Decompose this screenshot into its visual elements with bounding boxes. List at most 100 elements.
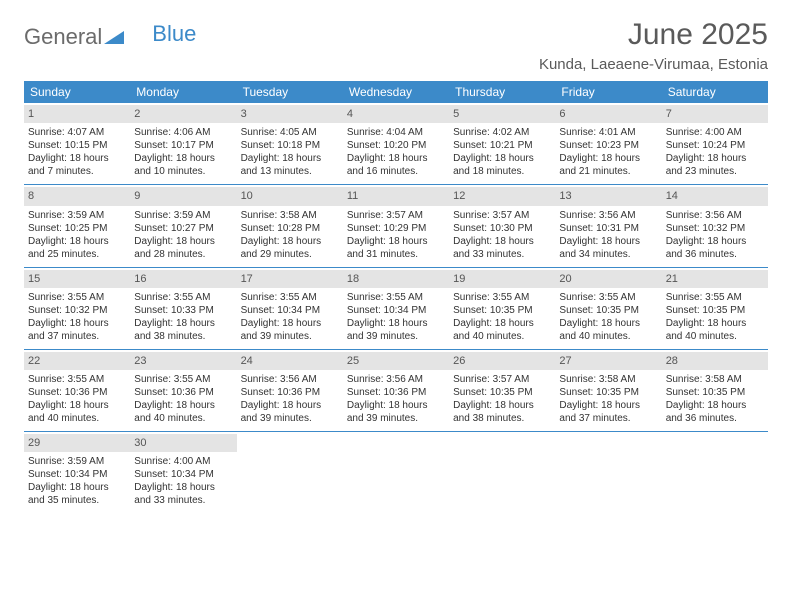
- calendar-cell: 6 Sunrise: 4:01 AMSunset: 10:23 PMDayligh…: [555, 103, 661, 185]
- calendar-cell: 1 Sunrise: 4:07 AMSunset: 10:15 PMDayligh…: [24, 103, 130, 185]
- calendar-cell: 7Sunrise: 4:00 AMSunset: 10:24 PMDayligh…: [662, 103, 768, 185]
- day-number: 16: [130, 270, 236, 288]
- day-details: Sunrise: 4:04 AMSunset: 10:20 PMDaylight…: [347, 126, 445, 178]
- day-details: Sunrise: 3:55 AMSunset: 10:34 PMDaylight…: [241, 291, 339, 343]
- day-details: Sunrise: 3:59 AMSunset: 10:27 PMDaylight…: [134, 209, 232, 261]
- calendar-cell: ..: [343, 432, 449, 514]
- weekday-header: Friday: [555, 81, 661, 103]
- day-details: Sunrise: 4:00 AMSunset: 10:24 PMDaylight…: [666, 126, 764, 178]
- calendar-cell: 4 Sunrise: 4:04 AMSunset: 10:20 PMDayligh…: [343, 103, 449, 185]
- calendar-cell: 20 Sunrise: 3:55 AMSunset: 10:35 PMDaylig…: [555, 267, 661, 349]
- calendar-cell: 14 Sunrise: 3:56 AMSunset: 10:32 PMDaylig…: [662, 185, 768, 267]
- day-details: Sunrise: 3:59 AMSunset: 10:25 PMDaylight…: [28, 209, 126, 261]
- calendar-row: 1 Sunrise: 4:07 AMSunset: 10:15 PMDayligh…: [24, 103, 768, 185]
- day-number: 10: [237, 187, 343, 205]
- calendar-cell: 22 Sunrise: 3:55 AMSunset: 10:36 PMDaylig…: [24, 349, 130, 431]
- day-details: Sunrise: 3:57 AMSunset: 10:30 PMDaylight…: [453, 209, 551, 261]
- day-number: 29: [24, 434, 130, 452]
- logo-text-1: General: [24, 24, 102, 50]
- day-details: Sunrise: 3:55 AMSunset: 10:36 PMDaylight…: [134, 373, 232, 425]
- day-number: 8: [24, 187, 130, 205]
- day-details: Sunrise: 3:59 AMSunset: 10:34 PMDaylight…: [28, 455, 126, 507]
- logo-text-2: Blue: [152, 21, 196, 47]
- calendar-cell: 16 Sunrise: 3:55 AMSunset: 10:33 PMDaylig…: [130, 267, 236, 349]
- title-block: June 2025 Kunda, Laeaene-Virumaa, Estoni…: [539, 18, 768, 73]
- calendar-cell: 3 Sunrise: 4:05 AMSunset: 10:18 PMDayligh…: [237, 103, 343, 185]
- day-details: Sunrise: 3:58 AMSunset: 10:35 PMDaylight…: [559, 373, 657, 425]
- calendar-cell: 24Sunrise: 3:56 AMSunset: 10:36 PMDaylig…: [237, 349, 343, 431]
- calendar-cell: 25 Sunrise: 3:56 AMSunset: 10:36 PMDaylig…: [343, 349, 449, 431]
- calendar-cell: ..: [662, 432, 768, 514]
- day-details: Sunrise: 3:55 AMSunset: 10:33 PMDaylight…: [134, 291, 232, 343]
- day-details: Sunrise: 3:55 AMSunset: 10:34 PMDaylight…: [347, 291, 445, 343]
- calendar-cell: 18 Sunrise: 3:55 AMSunset: 10:34 PMDaylig…: [343, 267, 449, 349]
- calendar-cell: 11 Sunrise: 3:57 AMSunset: 10:29 PMDaylig…: [343, 185, 449, 267]
- day-number: 18: [343, 270, 449, 288]
- calendar-cell: 8 Sunrise: 3:59 AMSunset: 10:25 PMDayligh…: [24, 185, 130, 267]
- day-number: 11: [343, 187, 449, 205]
- day-number: 17: [237, 270, 343, 288]
- day-details: Sunrise: 3:55 AMSunset: 10:35 PMDaylight…: [453, 291, 551, 343]
- calendar-row: 22Sunrise: 3:55 AMSunset: 10:36 PMDaylig…: [24, 349, 768, 431]
- day-details: Sunrise: 4:05 AMSunset: 10:18 PMDaylight…: [241, 126, 339, 178]
- day-number: 9: [130, 187, 236, 205]
- day-details: Sunrise: 3:56 AMSunset: 10:31 PMDaylight…: [559, 209, 657, 261]
- day-number: 30: [130, 434, 236, 452]
- day-number: 15: [24, 270, 130, 288]
- day-details: Sunrise: 4:06 AMSunset: 10:17 PMDaylight…: [134, 126, 232, 178]
- calendar-cell: 26 Sunrise: 3:57 AMSunset: 10:35 PMDaylig…: [449, 349, 555, 431]
- day-number: 23: [130, 352, 236, 370]
- day-number: 22: [24, 352, 130, 370]
- location-subtitle: Kunda, Laeaene-Virumaa, Estonia: [539, 56, 768, 73]
- day-details: Sunrise: 4:00 AMSunset: 10:34 PMDaylight…: [134, 455, 232, 507]
- day-details: Sunrise: 4:07 AMSunset: 10:15 PMDaylight…: [28, 126, 126, 178]
- weekday-header: Wednesday: [343, 81, 449, 103]
- calendar-cell: 13Sunrise: 3:56 AMSunset: 10:31 PMDaylig…: [555, 185, 661, 267]
- weekday-header: Thursday: [449, 81, 555, 103]
- day-number: 5: [449, 105, 555, 123]
- logo: General Blue: [24, 24, 196, 50]
- calendar-cell: 2Sunrise: 4:06 AMSunset: 10:17 PMDayligh…: [130, 103, 236, 185]
- calendar-body: 1 Sunrise: 4:07 AMSunset: 10:15 PMDayligh…: [24, 103, 768, 513]
- day-number: 21: [662, 270, 768, 288]
- header: General Blue June 2025 Kunda, Laeaene-Vi…: [24, 18, 768, 73]
- calendar-cell: 23 Sunrise: 3:55 AMSunset: 10:36 PMDaylig…: [130, 349, 236, 431]
- day-details: Sunrise: 3:56 AMSunset: 10:36 PMDaylight…: [347, 373, 445, 425]
- calendar-cell: 21Sunrise: 3:55 AMSunset: 10:35 PMDaylig…: [662, 267, 768, 349]
- day-details: Sunrise: 3:55 AMSunset: 10:35 PMDaylight…: [559, 291, 657, 343]
- calendar-cell: 12 Sunrise: 3:57 AMSunset: 10:30 PMDaylig…: [449, 185, 555, 267]
- day-details: Sunrise: 4:02 AMSunset: 10:21 PMDaylight…: [453, 126, 551, 178]
- day-number: 20: [555, 270, 661, 288]
- day-number: 3: [237, 105, 343, 123]
- day-number: 24: [237, 352, 343, 370]
- calendar-cell: ..: [237, 432, 343, 514]
- weekday-header: Sunday: [24, 81, 130, 103]
- day-details: Sunrise: 3:55 AMSunset: 10:36 PMDaylight…: [28, 373, 126, 425]
- day-number: 14: [662, 187, 768, 205]
- calendar-cell: 19 Sunrise: 3:55 AMSunset: 10:35 PMDaylig…: [449, 267, 555, 349]
- weekday-header: Tuesday: [237, 81, 343, 103]
- calendar-cell: 9 Sunrise: 3:59 AMSunset: 10:27 PMDayligh…: [130, 185, 236, 267]
- day-details: Sunrise: 3:57 AMSunset: 10:29 PMDaylight…: [347, 209, 445, 261]
- day-details: Sunrise: 3:57 AMSunset: 10:35 PMDaylight…: [453, 373, 551, 425]
- calendar-cell: ..: [449, 432, 555, 514]
- day-details: Sunrise: 3:55 AMSunset: 10:32 PMDaylight…: [28, 291, 126, 343]
- day-number: 1: [24, 105, 130, 123]
- day-number: 25: [343, 352, 449, 370]
- weekday-header-row: Sunday Monday Tuesday Wednesday Thursday…: [24, 81, 768, 103]
- day-number: 12: [449, 187, 555, 205]
- day-number: 27: [555, 352, 661, 370]
- day-number: 4: [343, 105, 449, 123]
- calendar-cell: 15 Sunrise: 3:55 AMSunset: 10:32 PMDaylig…: [24, 267, 130, 349]
- calendar-cell: 5 Sunrise: 4:02 AMSunset: 10:21 PMDayligh…: [449, 103, 555, 185]
- day-details: Sunrise: 4:01 AMSunset: 10:23 PMDaylight…: [559, 126, 657, 178]
- day-details: Sunrise: 3:56 AMSunset: 10:32 PMDaylight…: [666, 209, 764, 261]
- page-title: June 2025: [539, 18, 768, 52]
- calendar-table: Sunday Monday Tuesday Wednesday Thursday…: [24, 81, 768, 513]
- day-number: 26: [449, 352, 555, 370]
- day-details: Sunrise: 3:58 AMSunset: 10:35 PMDaylight…: [666, 373, 764, 425]
- day-number: 19: [449, 270, 555, 288]
- calendar-row: 15 Sunrise: 3:55 AMSunset: 10:32 PMDaylig…: [24, 267, 768, 349]
- calendar-row: 29 Sunrise: 3:59 AMSunset: 10:34 PMDaylig…: [24, 432, 768, 514]
- day-number: 6: [555, 105, 661, 123]
